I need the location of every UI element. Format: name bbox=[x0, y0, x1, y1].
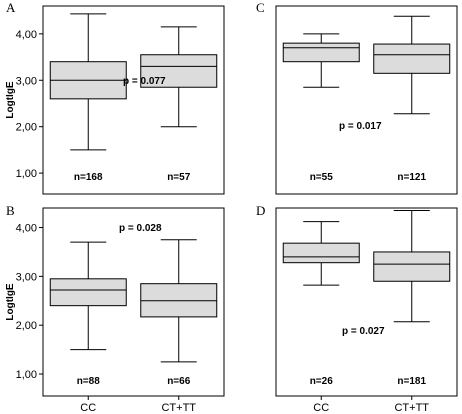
n-label: n=55 bbox=[310, 172, 334, 183]
n-label: n=26 bbox=[310, 376, 334, 387]
y-tick-label: 2,00 bbox=[16, 122, 37, 134]
y-tick-label: 4,00 bbox=[16, 29, 37, 41]
plot-frame bbox=[275, 207, 458, 397]
n-label: n=88 bbox=[77, 376, 101, 387]
iqr-box bbox=[49, 278, 127, 307]
plot-frame bbox=[275, 5, 458, 195]
box-cc: n=55 bbox=[282, 33, 360, 183]
n-label: n=57 bbox=[167, 172, 191, 183]
panel-label: C bbox=[256, 0, 265, 15]
iqr-box bbox=[282, 42, 360, 63]
x-category-label: CT+TT bbox=[161, 402, 196, 414]
x-category-label: CC bbox=[80, 402, 96, 414]
plot-frame bbox=[42, 5, 225, 195]
box-cc: n=26 bbox=[282, 221, 360, 387]
box-ct-tt: n=181 bbox=[373, 209, 451, 387]
y-axis-label: LogtIgE bbox=[5, 81, 16, 119]
panel-d: Dn=26 CC n=181 CT+TT p = 0.027 bbox=[256, 203, 458, 414]
panel-label: B bbox=[6, 203, 15, 218]
p-value-label: p = 0.028 bbox=[119, 223, 162, 234]
x-category-label: CT+TT bbox=[394, 402, 429, 414]
box-ct-tt: n=66 bbox=[140, 239, 218, 387]
n-label: n=168 bbox=[74, 172, 103, 183]
box-cc: n=168 bbox=[49, 13, 127, 183]
plot-frame bbox=[42, 207, 225, 397]
y-tick-label: 2,00 bbox=[16, 320, 37, 332]
y-tick-label: 4,00 bbox=[16, 223, 37, 235]
y-tick-label: 1,00 bbox=[16, 168, 37, 180]
iqr-box bbox=[373, 43, 451, 74]
panel-label: A bbox=[6, 0, 16, 15]
panel-label: D bbox=[256, 203, 265, 218]
n-label: n=121 bbox=[397, 172, 426, 183]
iqr-box bbox=[282, 242, 360, 264]
p-value-label: p = 0.027 bbox=[342, 326, 385, 337]
iqr-box bbox=[140, 54, 218, 88]
y-tick-label: 3,00 bbox=[16, 271, 37, 283]
n-label: n=66 bbox=[167, 376, 191, 387]
y-tick-label: 1,00 bbox=[16, 369, 37, 381]
y-tick-label: 3,00 bbox=[16, 75, 37, 87]
y-axis-label: LogtIgE bbox=[5, 283, 16, 321]
panel-a: A 1,00 2,00 3,00 4,00 LogtIgE n=168 n=57 p = 0.0… bbox=[5, 0, 225, 195]
n-label: n=181 bbox=[397, 376, 426, 387]
box-ct-tt: n=57 bbox=[140, 26, 218, 183]
box-ct-tt: n=121 bbox=[373, 15, 451, 183]
p-value-label: p = 0.017 bbox=[339, 121, 382, 132]
x-category-label: CC bbox=[313, 402, 329, 414]
panel-c: Cn=55 n=121 p = 0.017 bbox=[256, 0, 458, 195]
p-value-label: p = 0.077 bbox=[123, 76, 166, 87]
iqr-box bbox=[373, 251, 451, 282]
box-cc: n=88 bbox=[49, 241, 127, 387]
panel-b: B 1,00 2,00 3,00 4,00 LogtIgE n=88 CC n=66 CT+TT p… bbox=[5, 203, 225, 414]
